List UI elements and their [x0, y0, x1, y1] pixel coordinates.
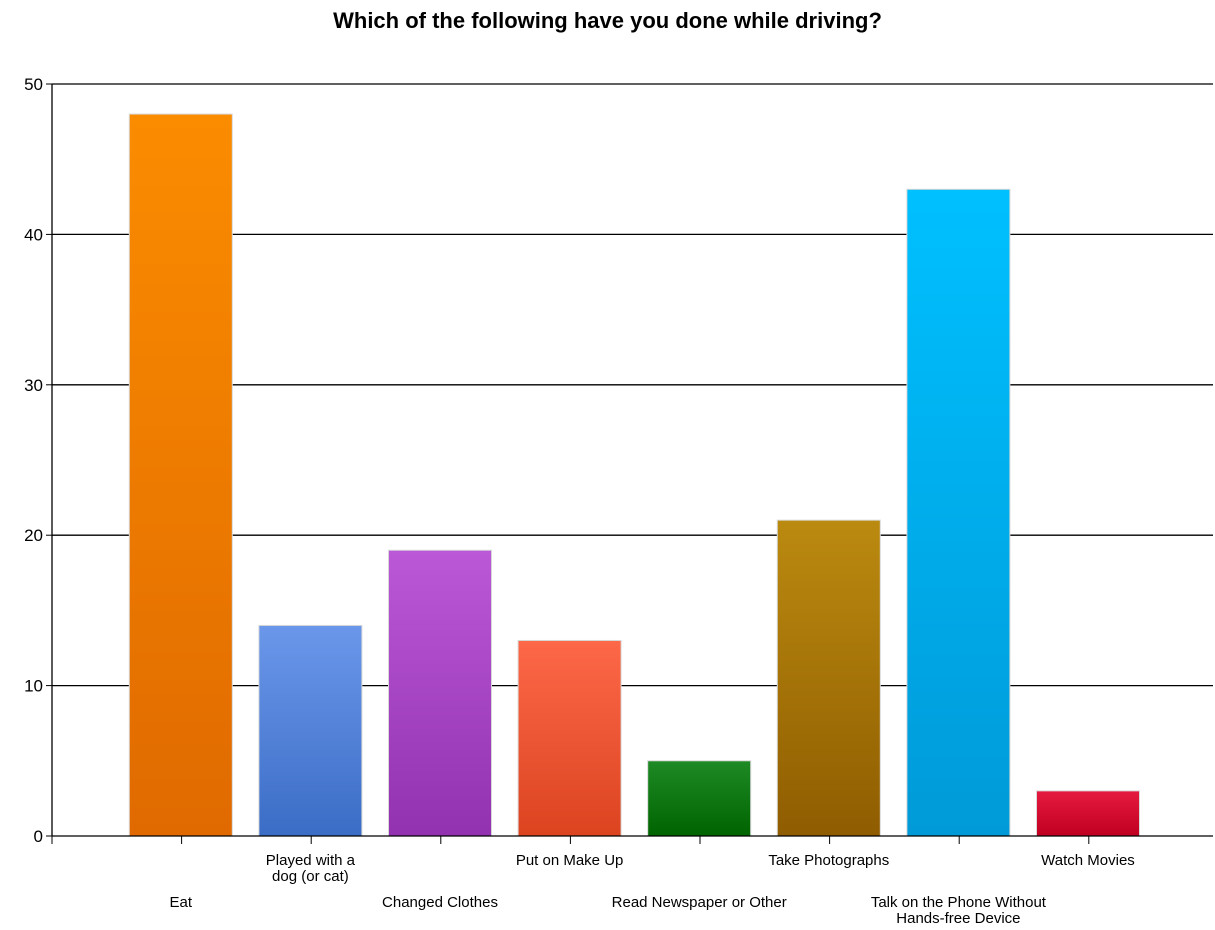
chart-title: Which of the following have you done whi…: [333, 8, 882, 33]
x-tick-label: Played with a: [266, 852, 356, 869]
y-tick-label: 40: [24, 225, 43, 244]
bar-talk-on-the-phone-without-hands-free-device: [906, 188, 1011, 837]
x-tick-label: Hands-free Device: [896, 910, 1020, 927]
bars: [128, 113, 1140, 837]
x-tick-label: Changed Clothes: [382, 894, 498, 911]
y-tick-label: 20: [24, 526, 43, 545]
x-tick-label: Put on Make Up: [516, 852, 624, 869]
bar-read-newspaper-or-other: [647, 760, 752, 837]
x-tick-label: Read Newspaper or Other: [612, 894, 787, 911]
bar-take-photographs: [776, 519, 881, 837]
y-tick-label: 0: [34, 827, 43, 846]
y-tick-label: 50: [24, 75, 43, 94]
grid-lines: [52, 83, 1213, 687]
bar-watch-movies: [1036, 790, 1140, 837]
bar-played-with-a-dog-or-cat: [258, 624, 363, 837]
bar-eat: [128, 113, 233, 837]
x-tick-label: Eat: [170, 894, 193, 911]
bar-changed-clothes: [388, 549, 492, 837]
y-tick-label: 10: [24, 677, 43, 696]
x-tick-label: dog (or cat): [272, 868, 349, 885]
x-tick-label: Talk on the Phone Without: [871, 894, 1047, 911]
y-tick-label: 30: [24, 376, 43, 395]
axes: [46, 83, 1213, 844]
x-tick-label: Take Photographs: [768, 852, 889, 869]
x-tick-label: Watch Movies: [1041, 852, 1135, 869]
bar-put-on-make-up: [517, 639, 622, 837]
